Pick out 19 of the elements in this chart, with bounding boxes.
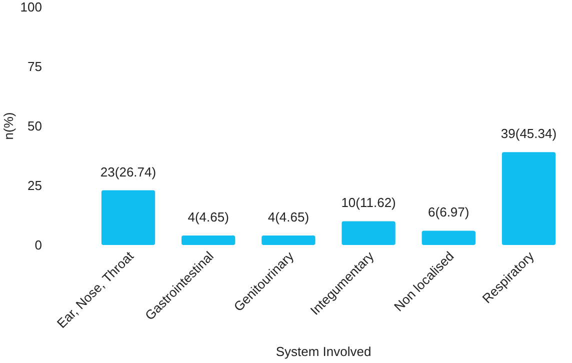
data-label: 6(6.97)	[428, 204, 470, 220]
y-tick-label: 25	[28, 178, 42, 194]
data-label: 23(26.74)	[100, 164, 156, 180]
y-tick-label: 0	[34, 238, 42, 253]
y-axis-title: n(%)	[1, 112, 16, 140]
bar	[101, 190, 156, 245]
y-tick-label: 50	[28, 118, 42, 134]
bar	[262, 235, 316, 245]
y-tick-label: 100	[20, 0, 42, 15]
data-label: 39(45.34)	[500, 126, 557, 142]
data-label: 4(4.65)	[268, 209, 310, 224]
bar	[422, 230, 476, 245]
bar	[342, 221, 396, 245]
data-label: 4(4.65)	[188, 209, 229, 224]
bar	[182, 235, 236, 245]
bar	[502, 152, 556, 245]
x-axis-title: System Involved	[276, 344, 372, 359]
data-label: 10(11.62)	[341, 195, 396, 210]
y-tick-label: 75	[28, 59, 42, 74]
